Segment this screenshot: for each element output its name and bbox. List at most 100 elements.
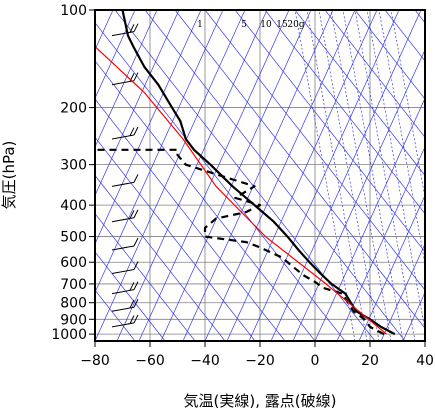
isotherm-line: [160, 10, 312, 341]
y-tick-label: 700: [60, 277, 87, 293]
isotherm-line: [95, 10, 202, 245]
mixing-ratio-label: 15: [276, 20, 288, 30]
y-tick-label: 400: [60, 198, 87, 214]
wind-barb-shaft: [111, 245, 135, 251]
wind-barb-shaft: [111, 31, 135, 37]
isotherm-line: [248, 10, 400, 341]
dry-adiabat-line: [204, 10, 425, 291]
dry-adiabat-line: [95, 251, 166, 341]
wind-barb-flag: [129, 24, 135, 33]
isotherm-line: [314, 97, 425, 341]
x-tick-label: 0: [311, 353, 320, 369]
dry-adiabat-line: [95, 60, 316, 341]
isotherm-line: [182, 10, 334, 341]
wind-barb-flag: [129, 315, 135, 324]
wind-barb: [111, 126, 139, 140]
series-line-0: [121, 10, 396, 336]
mixing-ratio-line: [366, 10, 425, 332]
x-tick-label: −80: [80, 353, 110, 369]
mixing-ratio-line: [306, 10, 368, 341]
wind-barb: [111, 209, 139, 223]
x-tick-label: 20: [361, 353, 379, 369]
dry-adiabat-line: [95, 98, 286, 341]
isotherm-line: [138, 10, 290, 341]
wind-barb-flag: [133, 126, 139, 136]
isotherm-line: [358, 194, 425, 341]
wind-barb-shaft: [111, 80, 135, 86]
mixing-ratio-label: 10: [260, 20, 272, 30]
y-tick-label: 1000: [51, 327, 87, 343]
wind-barb-flag: [133, 174, 139, 183]
isotherm-line: [95, 10, 158, 148]
isotherm-line: [402, 291, 425, 341]
wind-barb: [111, 174, 139, 187]
dry-adiabat-line: [95, 136, 256, 341]
x-tick-label: 40: [416, 353, 434, 369]
mixing-ratio-line: [342, 10, 404, 341]
x-tick-labels: −80 −60 −40 −20 0 20 40: [80, 353, 434, 369]
wind-barb: [111, 23, 139, 37]
y-tick-label: 300: [60, 158, 87, 174]
isotherm-line: [95, 10, 136, 100]
y-tick-label: 100: [60, 3, 87, 19]
mixing-ratio-label: 20g: [287, 20, 304, 30]
y-tick-label: 800: [60, 296, 87, 312]
isotherm-line: [270, 10, 422, 341]
wind-barb-shaft: [111, 181, 135, 187]
isotherm-line: [292, 48, 425, 341]
dry-adiabat-line: [324, 10, 425, 138]
isotherm-line: [226, 10, 378, 341]
dry-adiabat-line: [234, 10, 425, 253]
y-tick-label: 900: [60, 312, 87, 328]
wind-barb-flag: [133, 261, 139, 270]
isotherm-line: [204, 10, 356, 341]
mixing-ratio-line: [294, 10, 356, 341]
x-tick-label: −60: [135, 353, 165, 369]
dry-adiabat-line: [294, 10, 425, 177]
dry-adiabat-line: [174, 10, 425, 329]
wind-barb-flag: [133, 299, 139, 308]
isotherm-line: [380, 243, 425, 341]
wind-barb-shaft: [111, 322, 135, 328]
wind-barb-flag: [129, 127, 135, 136]
wind-barb-shaft: [111, 289, 135, 295]
isotherm-line: [95, 10, 224, 294]
mixing-ratio-line: [390, 10, 425, 200]
dry-adiabat-line: [384, 10, 425, 62]
dry-adiabat-line: [95, 22, 346, 341]
isotherm-line: [95, 10, 246, 341]
y-tick-label: 600: [60, 255, 87, 271]
wind-barb-flag: [129, 299, 135, 309]
series-line-1: [95, 148, 385, 336]
mixing-ratio-label: 1: [197, 20, 203, 30]
wind-barb: [111, 314, 139, 328]
wind-barb-flag: [129, 210, 135, 219]
dry-adiabat-line: [114, 10, 376, 341]
mixing-ratio-labels: 1 5 10 15 20g: [197, 20, 305, 30]
mixing-ratio-line: [378, 10, 425, 266]
dry-adiabat-line: [264, 10, 425, 215]
wind-barb-flag: [133, 23, 139, 32]
wind-barb-flag: [133, 209, 139, 218]
wind-barb: [111, 261, 139, 274]
wind-barb-shaft: [111, 268, 135, 274]
wind-barb: [111, 281, 139, 295]
isotherm-layer: [95, 10, 425, 341]
mixing-ratio-line: [330, 10, 392, 341]
wind-barb-flag: [133, 281, 139, 290]
dry-adiabat-line: [95, 174, 226, 341]
x-tick-label: −40: [190, 353, 220, 369]
wind-barb-flag: [129, 282, 135, 291]
dry-adiabat-line: [95, 213, 196, 341]
series-layer: [95, 10, 396, 336]
wind-barb-shaft: [111, 134, 135, 140]
x-axis-title: 気温(実線), 露点(破線): [184, 392, 337, 410]
wind-barb-flag: [133, 237, 139, 247]
wind-barb-flag: [133, 72, 139, 81]
wind-barb-flag: [133, 314, 139, 324]
dry-adiabat-line: [354, 10, 425, 100]
y-tick-label: 200: [60, 101, 87, 117]
y-tick-label: 500: [60, 230, 87, 246]
